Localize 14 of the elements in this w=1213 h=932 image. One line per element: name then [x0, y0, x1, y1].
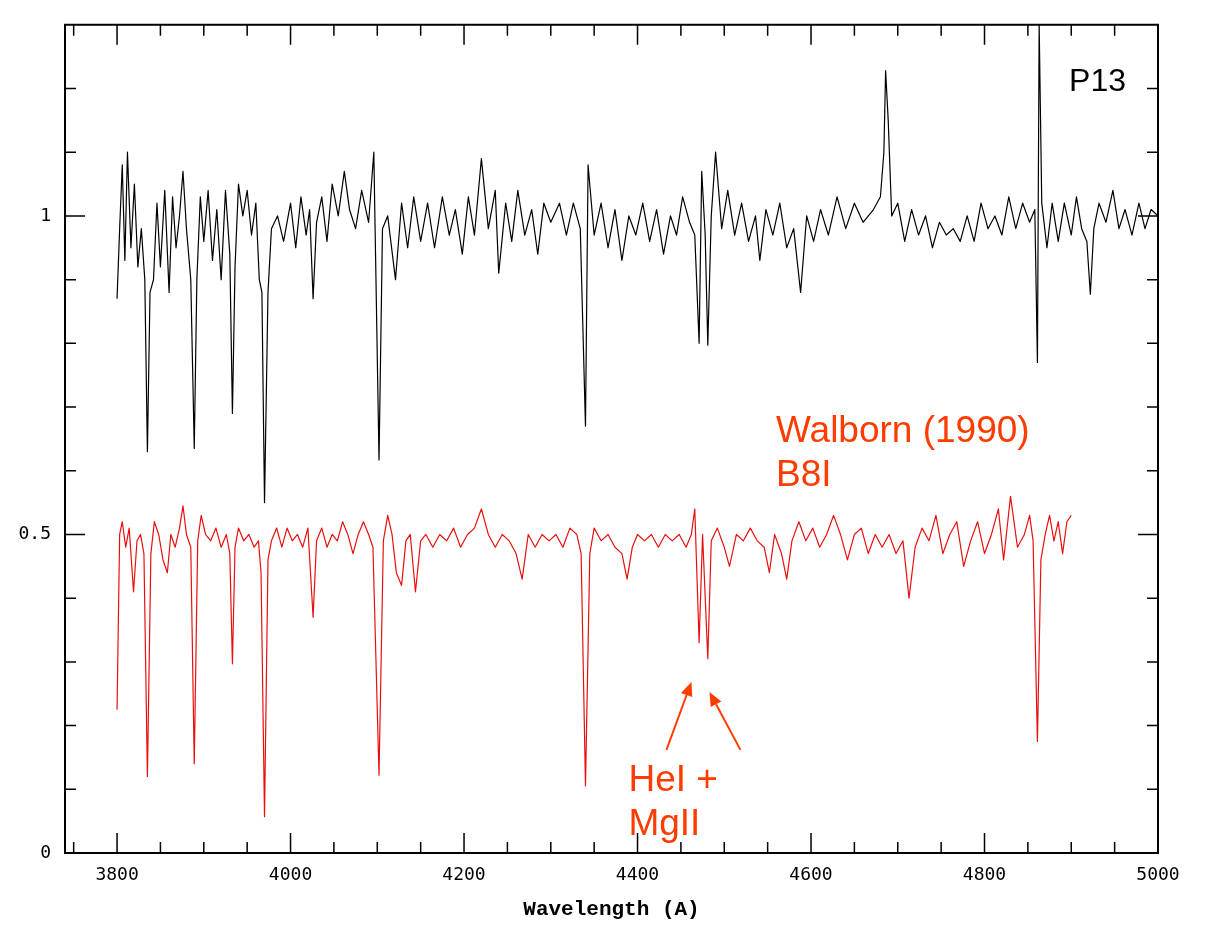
- y-tick-label: 1: [40, 203, 51, 225]
- x-tick-label: 4600: [789, 863, 833, 885]
- annotation: HeI + MgII: [628, 756, 719, 846]
- y-tick-label: 0.5: [18, 522, 51, 544]
- x-axis-title: Wavelength (A): [522, 898, 701, 921]
- x-tick-label: 4400: [615, 863, 660, 885]
- y-tick-label: 0: [40, 840, 51, 862]
- x-tick-label: 4800: [962, 863, 1007, 885]
- x-tick-label: 4200: [442, 863, 486, 885]
- annotation: Walborn (1990) B8I: [776, 408, 1031, 497]
- x-tick-label: 3800: [95, 863, 139, 885]
- x-tick-label: 5000: [1136, 863, 1180, 885]
- x-tick-label: 4000: [268, 863, 313, 885]
- annotation: P13: [1069, 60, 1126, 100]
